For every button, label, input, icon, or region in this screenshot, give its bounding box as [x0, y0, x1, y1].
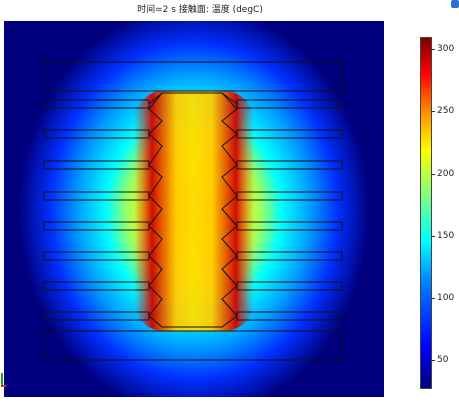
colorbar-tick-label: 50	[437, 354, 449, 365]
geometry-outline	[43, 61, 343, 361]
colorbar	[420, 37, 432, 389]
colorbar-tick-label: 250	[437, 106, 455, 117]
plot-title: 时间=2 s 接触面: 温度 (degC)	[137, 5, 263, 15]
colorbar-tick	[431, 49, 435, 51]
hot-core	[134, 91, 254, 331]
colorbar-tick	[431, 297, 435, 299]
corner-icon[interactable]	[451, 0, 459, 8]
colorbar-tick-label: 300	[437, 44, 455, 55]
colorbar-tick	[431, 235, 435, 237]
colorbar-tick-label: 150	[437, 230, 455, 241]
colorbar-tick	[431, 359, 435, 361]
colorbar-tick	[431, 173, 435, 175]
colorbar-tick-label: 100	[437, 292, 455, 303]
heatmap-svg	[19, 21, 369, 397]
axis-stub	[0, 372, 6, 387]
temperature-plot[interactable]	[4, 21, 384, 397]
colorbar-tick	[431, 111, 435, 113]
colorbar-tick-label: 200	[437, 168, 455, 179]
